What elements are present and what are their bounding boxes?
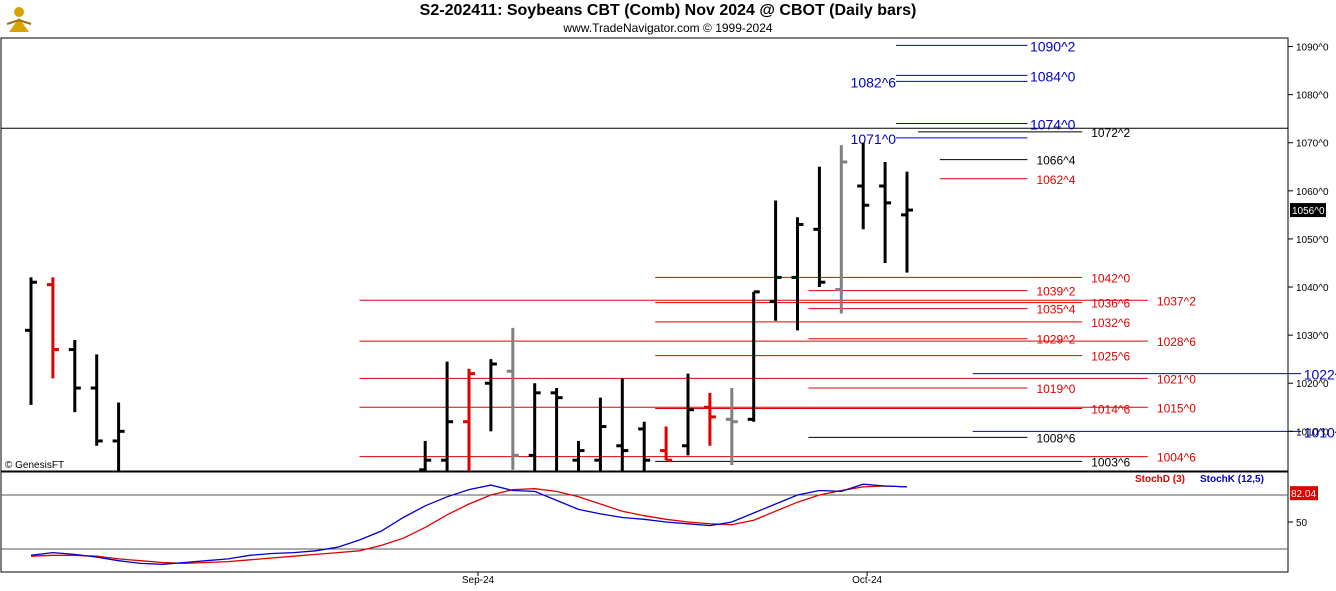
price-bar (660, 426, 673, 462)
level-label: 1084^0 (1030, 68, 1076, 84)
stochastic-panel: 50 82.04 StochD (3) StochK (12,5) (1, 474, 1318, 565)
copyright-label: © GenesisFT (5, 460, 64, 471)
price-bar (813, 166, 826, 288)
y-tick-label: 1090^0 (1296, 43, 1329, 54)
price-bar (703, 392, 716, 446)
level-label: 1071^0 (851, 131, 897, 147)
level-label: 1029^2 (1036, 333, 1075, 347)
price-bar (769, 200, 782, 321)
stochastic-last-label: 82.04 (1291, 489, 1316, 500)
price-bar (463, 368, 475, 471)
price-bar (90, 354, 103, 446)
y-tick-label: 1020^0 (1296, 379, 1329, 390)
price-bar (441, 361, 454, 471)
chart-subtitle: www.TradeNavigator.com © 1999-2024 (563, 21, 773, 35)
y-tick-label: 1080^0 (1296, 91, 1329, 102)
level-label: 1014^6 (1091, 402, 1130, 416)
price-bars (25, 142, 913, 472)
level-label: 1036^6 (1091, 297, 1130, 311)
level-label: 1074^0 (1030, 116, 1076, 132)
y-tick-label: 1050^0 (1296, 235, 1329, 246)
price-bar (835, 145, 848, 314)
y-tick-label: 1040^0 (1296, 283, 1329, 294)
price-bar (484, 359, 497, 432)
price-bar (572, 440, 585, 471)
level-label: 1028^6 (1157, 335, 1196, 349)
price-bar (682, 373, 694, 456)
price-bar (857, 142, 870, 230)
y-tick-label: 1030^0 (1296, 331, 1329, 342)
level-label: 1072^2 (1091, 126, 1130, 140)
level-label: 1019^0 (1036, 382, 1075, 396)
level-label: 1082^6 (851, 74, 897, 90)
level-label: 1021^0 (1157, 372, 1196, 386)
stochastic-series-line (30, 485, 908, 565)
price-bar (594, 397, 607, 471)
level-label: 1008^6 (1036, 431, 1075, 445)
level-label: 1039^2 (1036, 285, 1075, 299)
y-tick-label: 1010^0 (1296, 427, 1329, 438)
stochastic-panel-frame (0, 471, 1289, 573)
last-price-label: 1056^0 (1292, 206, 1325, 217)
level-label: 1090^2 (1030, 38, 1076, 54)
y-tick-label: 1060^0 (1296, 187, 1329, 198)
level-label: 1037^2 (1157, 294, 1196, 308)
stochastic-y-tick-label: 50 (1296, 518, 1308, 529)
price-bar (791, 217, 804, 331)
last-price-box (1290, 203, 1326, 218)
price-axis: 1010^0 1020^0 1030^0 1040^0 1050^0 1060^0 1070… (1288, 43, 1329, 438)
trader-figure-icon (6, 7, 32, 32)
x-tick-label: Oct-24 (852, 575, 882, 586)
level-label: 1066^4 (1036, 154, 1075, 168)
price-bar (616, 378, 629, 471)
x-tick-label: Sep-24 (462, 575, 495, 586)
level-label: 1042^0 (1091, 271, 1130, 285)
level-label: 1035^4 (1036, 303, 1075, 317)
price-bar (528, 383, 541, 471)
stochastic-series-line (30, 483, 908, 565)
price-bar (46, 277, 59, 379)
price-bar (550, 388, 563, 471)
price-bar (747, 290, 760, 422)
level-label: 1032^6 (1091, 316, 1130, 330)
level-label: 1010^0 (1304, 424, 1336, 440)
level-label: 1022^0 (1304, 367, 1336, 383)
price-bar (506, 327, 519, 470)
price-bar (638, 421, 651, 471)
level-label: 1015^0 (1157, 401, 1196, 415)
level-label: 1025^6 (1091, 350, 1130, 364)
price-bar (25, 277, 37, 405)
level-label: 1004^6 (1157, 451, 1196, 465)
stochastic-legend-label: StochD (3) (1135, 474, 1185, 485)
price-bar (879, 161, 892, 263)
price-bar (725, 388, 738, 465)
price-levels: 1090^2 1084^0 1082^6 1074^0 1071^0 1072^2 1066… (359, 38, 1336, 469)
chart-title: S2-202411: Soybeans CBT (Comb) Nov 2024 … (419, 2, 917, 19)
time-axis: Sep-24 Oct-24 (462, 572, 883, 586)
price-bar (112, 402, 125, 471)
level-label: 1003^6 (1091, 455, 1130, 469)
stochastic-legend-label: StochK (12,5) (1200, 474, 1264, 485)
price-bar (68, 339, 81, 413)
level-label: 1062^4 (1036, 173, 1075, 187)
price-bar (901, 171, 913, 273)
price-bar (419, 440, 432, 472)
y-tick-label: 1070^0 (1296, 139, 1329, 150)
stochastic-last-box (1290, 486, 1318, 501)
